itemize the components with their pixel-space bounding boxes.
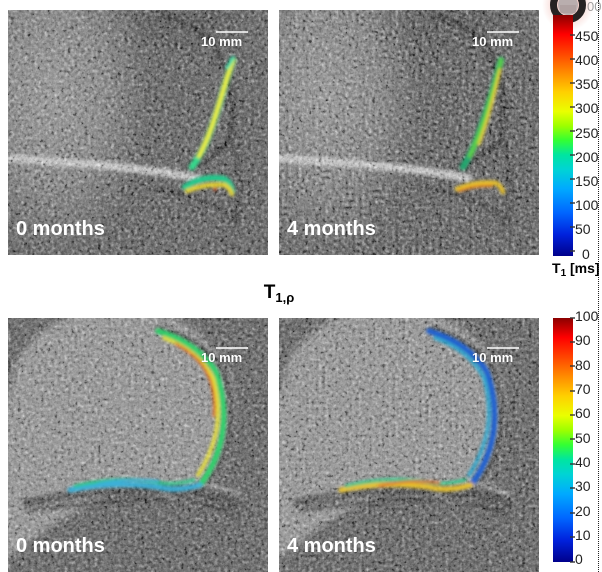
svg-text:00: 00 <box>587 0 601 14</box>
